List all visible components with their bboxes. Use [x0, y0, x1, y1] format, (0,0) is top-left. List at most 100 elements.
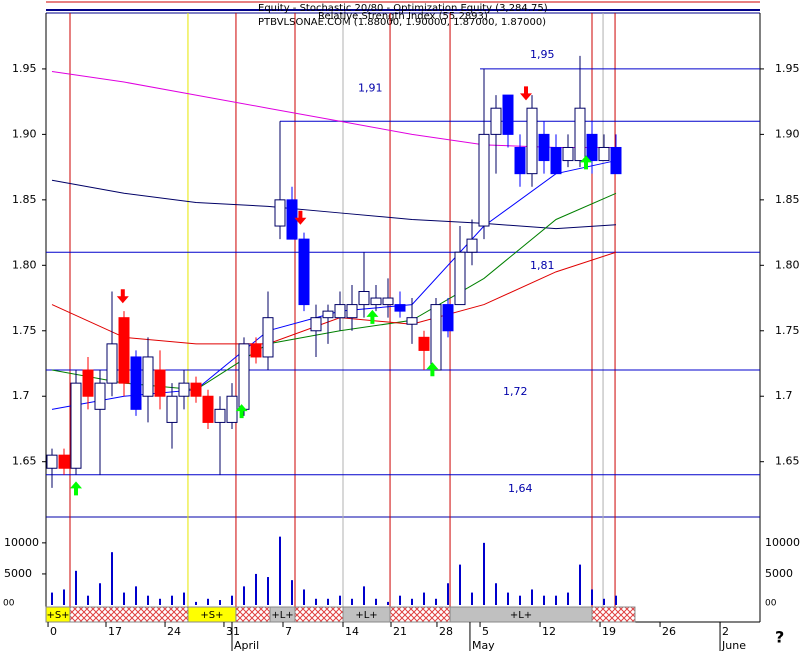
x-tick-label: 19	[602, 625, 616, 638]
signal-segment	[342, 606, 391, 623]
candle-body	[226, 395, 238, 423]
signal-label: +L+	[355, 610, 377, 621]
candle-body	[394, 304, 406, 312]
volume-tick-label: 5000	[765, 567, 793, 580]
signal-label: +S+	[46, 610, 69, 621]
y-tick-label: 1.95	[12, 62, 37, 75]
candle-body	[310, 317, 322, 332]
y-tick-label: 1.80	[12, 258, 37, 271]
x-tick-label: 0	[50, 625, 57, 638]
x-tick-label: 28	[439, 625, 453, 638]
candle-body	[370, 297, 382, 306]
x-tick-label: 7	[285, 625, 292, 638]
signal-arrow	[116, 289, 129, 304]
volume-tick-label: 5000	[4, 567, 32, 580]
candle-body	[346, 304, 358, 319]
candle-body	[202, 395, 214, 423]
candle-body	[466, 238, 478, 253]
month-label: April	[234, 639, 259, 651]
candle-body	[178, 382, 190, 397]
x-tick-label: 14	[345, 625, 359, 638]
help-icon[interactable]: ?	[775, 628, 784, 647]
y-tick-label: 1.65	[775, 455, 800, 468]
indicator-title: Relative Strength Index (55.2893)	[318, 11, 488, 22]
signal-label: +L+	[271, 610, 293, 621]
y-tick-label: 1.95	[775, 62, 800, 75]
candle-body	[154, 369, 166, 397]
candle-body	[190, 382, 202, 397]
candle-body	[118, 317, 130, 384]
candle-body	[322, 310, 334, 319]
x-tick-label: 5	[482, 625, 489, 638]
y-tick-label: 1.80	[775, 258, 800, 271]
signal-label: +S+	[200, 610, 223, 621]
x-tick-label: 24	[167, 625, 181, 638]
signal-arrow	[294, 210, 307, 225]
candle-body	[214, 408, 226, 423]
y-tick-label: 1.75	[775, 324, 800, 337]
candle-body	[250, 343, 262, 358]
candle-body	[106, 343, 118, 384]
candle-body	[262, 317, 274, 358]
candle-body	[514, 146, 526, 175]
candle-body	[166, 395, 178, 423]
x-tick-label: 21	[393, 625, 407, 638]
candle-body	[598, 146, 610, 162]
candle-body	[490, 107, 502, 135]
candle-body	[358, 290, 370, 306]
signal-arrow	[520, 86, 532, 101]
level-label: 1,64	[508, 482, 533, 495]
candle-body	[442, 304, 454, 332]
signal-arrow	[366, 309, 379, 324]
candle-body	[562, 146, 574, 162]
x-tick-label: 26	[662, 625, 676, 638]
y-tick-label: 1.90	[775, 127, 800, 140]
candle-body	[610, 146, 622, 175]
x-tick-label: 17	[108, 625, 122, 638]
candle-body	[454, 251, 466, 306]
chart-title: Equity - Stochastic 20/80 - Optimization…	[258, 3, 548, 14]
signal-arrow	[426, 362, 439, 377]
candle-body	[46, 454, 58, 469]
x-tick-label: 12	[542, 625, 556, 638]
candle-body	[82, 369, 94, 397]
y-tick-label: 1.7	[12, 389, 30, 402]
candle-body	[94, 382, 106, 410]
y-tick-label: 1.85	[12, 193, 37, 206]
candle-body	[298, 238, 310, 306]
y-tick-label: 1.65	[12, 455, 37, 468]
candle-body	[538, 133, 550, 162]
signal-arrow	[235, 404, 248, 419]
candle-body	[142, 356, 154, 397]
candle-body	[334, 304, 346, 319]
candle-body	[526, 107, 538, 175]
y-tick-label: 1.90	[12, 127, 37, 140]
candle-body	[430, 304, 442, 371]
month-label: June	[721, 639, 746, 651]
month-label: May	[472, 639, 495, 651]
volume-tick-label: 10000	[765, 536, 800, 549]
level-label: 1,81	[530, 259, 555, 272]
candle-body	[238, 343, 250, 410]
x-tick-label: 2	[722, 625, 729, 638]
volume-marker: 00	[765, 599, 777, 609]
y-tick-label: 1.7	[775, 389, 793, 402]
candle-body	[418, 336, 430, 351]
signal-segment	[449, 606, 593, 623]
candle-body	[274, 199, 286, 227]
indicator-line	[51, 179, 617, 230]
signal-label: +L+	[510, 610, 532, 621]
y-tick-label: 1.75	[12, 324, 37, 337]
candle-body	[286, 199, 298, 240]
y-tick-label: 1.85	[775, 193, 800, 206]
candle-body	[382, 297, 394, 306]
candle-body	[130, 356, 142, 410]
chart-subtitle: PTBVLSONAE.COM (1.88000, 1.90000, 1.8700…	[258, 17, 546, 28]
level-label: 1,72	[503, 385, 528, 398]
signal-arrow	[580, 155, 592, 170]
level-label: 1,95	[530, 48, 555, 61]
candle-body	[70, 382, 82, 469]
candle-body	[502, 94, 514, 135]
